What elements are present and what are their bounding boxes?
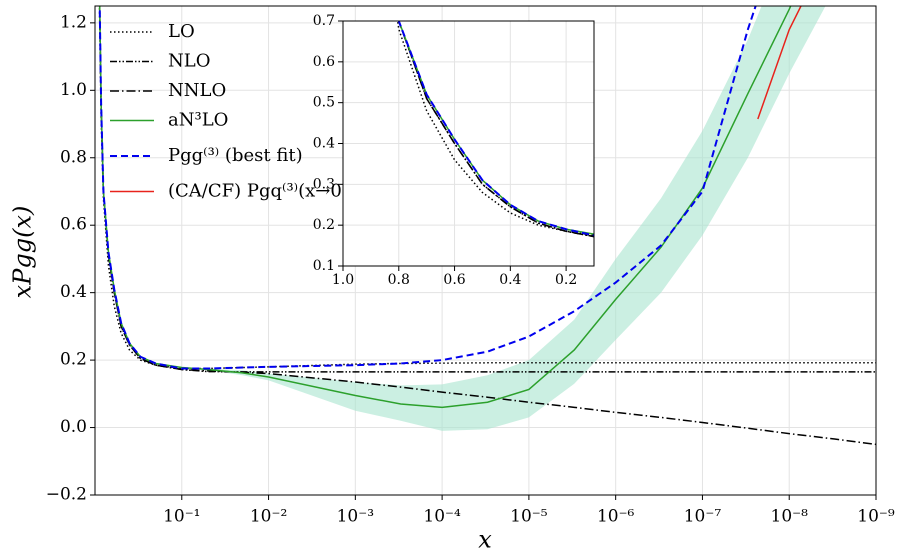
- x-tick-label: 10⁻⁷: [684, 507, 722, 527]
- y-tick-label: 1.0: [60, 80, 87, 100]
- x-tick-label: 10⁻⁴: [423, 507, 461, 527]
- x-tick-label: 10⁻¹: [163, 507, 200, 527]
- y-tick-label: 0.7: [313, 13, 335, 29]
- legend-label: NNLO: [168, 80, 226, 101]
- x-tick-label: 0.8: [388, 272, 410, 288]
- series-line: [398, 21, 594, 235]
- y-tick-label: 1.2: [60, 12, 87, 32]
- y-tick-label: 0.5: [313, 95, 335, 111]
- legend-label: aN³LO: [168, 110, 228, 131]
- y-tick-label: 0.2: [60, 350, 87, 370]
- series-line: [757, 6, 802, 120]
- x-axis-label: x: [478, 526, 492, 554]
- y-tick-label: 0.8: [60, 147, 87, 167]
- y-tick-label: 0.6: [60, 215, 87, 235]
- legend-label: LO: [168, 21, 195, 42]
- y-tick-label: 0.0: [60, 417, 87, 437]
- y-tick-label: 0.1: [313, 258, 335, 274]
- x-tick-label: 1.0: [332, 272, 354, 288]
- y-axis-label: xPgg(x): [9, 206, 37, 299]
- x-tick-label: 10⁻⁶: [597, 507, 635, 527]
- x-tick-label: 10⁻⁹: [857, 507, 895, 527]
- legend-label: Pgg⁽³⁾ (best fit): [168, 145, 303, 166]
- series-line: [398, 21, 594, 238]
- x-tick-label: 0.2: [555, 272, 577, 288]
- y-tick-label: 0.4: [60, 282, 87, 302]
- legend-label: (CA/CF) Pgq⁽³⁾(x→0): [168, 181, 349, 202]
- plot-frame: [94, 5, 877, 496]
- x-tick-label: 10⁻⁵: [510, 507, 548, 527]
- x-tick-label: 10⁻²: [250, 507, 287, 527]
- series-line: [98, 6, 876, 446]
- y-tick-label: 0.6: [313, 54, 335, 70]
- legend-label: NLO: [168, 51, 210, 72]
- series-line: [98, 6, 876, 370]
- x-tick-label: 10⁻⁸: [771, 507, 809, 527]
- y-tick-label: −0.2: [46, 485, 87, 505]
- x-tick-label: 0.6: [443, 272, 465, 288]
- x-tick-label: 10⁻³: [337, 507, 374, 527]
- y-tick-label: 0.2: [313, 217, 335, 233]
- y-tick-label: 0.3: [313, 176, 335, 192]
- x-tick-label: 0.4: [499, 272, 521, 288]
- series-line: [98, 6, 792, 409]
- y-tick-label: 0.4: [313, 136, 335, 152]
